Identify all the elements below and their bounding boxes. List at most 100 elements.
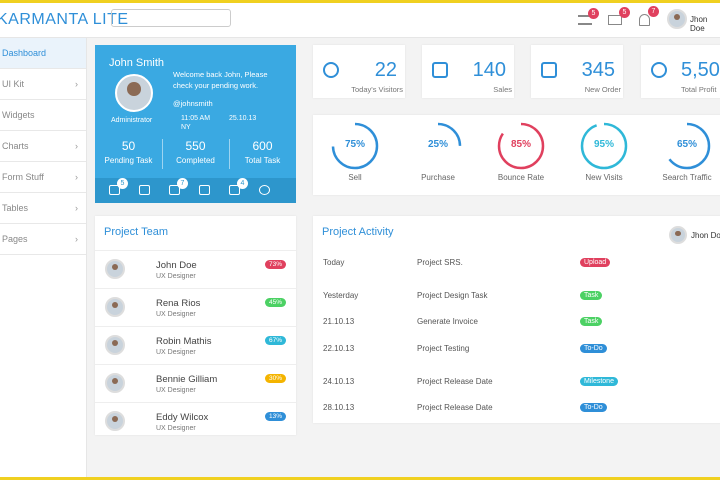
top-bar: KARMANTA LITE 5 5 7 Jhon Doe xyxy=(0,3,720,38)
badge: 7 xyxy=(648,6,659,17)
member-badge: 13% xyxy=(264,412,286,421)
activity-date: 22.10.13 xyxy=(323,344,355,353)
stat-label: New Order xyxy=(584,85,621,94)
activity-date: 24.10.13 xyxy=(323,377,355,386)
activity-tag: Milestone xyxy=(580,377,618,386)
gauge xyxy=(663,122,711,170)
logo[interactable]: KARMANTA LITE xyxy=(0,11,129,28)
badge: 5 xyxy=(117,178,128,189)
date: 25.10.13 xyxy=(229,115,257,122)
activity-card: Project Activity Jhon Doe Today Project S… xyxy=(313,216,720,423)
sidebar: Dashboard UI Kit › Widgets Charts › Form Stuff… xyxy=(0,38,87,477)
gauge-name: New Visits xyxy=(585,173,623,182)
gauge-arc xyxy=(497,122,545,170)
sidebar-item[interactable]: Tables › xyxy=(0,193,86,224)
activity-project: Project Release Date xyxy=(417,377,493,386)
avatar xyxy=(669,226,687,244)
stat-value: 550 xyxy=(185,139,206,153)
icon[interactable] xyxy=(199,185,210,195)
gauge-label: 25% xyxy=(427,139,448,150)
icon[interactable] xyxy=(139,185,150,195)
stat-value: 5,500 xyxy=(681,59,720,81)
team-member: Eddy Wilcox UX Designer 13% xyxy=(95,402,296,440)
stat-card: 140 Sales xyxy=(422,45,514,98)
avatar xyxy=(105,297,125,317)
gauge-label: 85% xyxy=(510,139,531,150)
mail-icon[interactable]: 5 xyxy=(608,7,630,25)
activity-date: Today xyxy=(323,258,345,267)
profile-role: Administrator xyxy=(111,117,153,124)
avatar xyxy=(105,411,125,431)
member-role: UX Designer xyxy=(156,425,196,432)
activity-row: 24.10.13 Project Release Date Milestone xyxy=(313,377,720,397)
activity-date: Yesterday xyxy=(323,291,359,300)
activity-date: 28.10.13 xyxy=(323,403,355,412)
profile-name: John Smith xyxy=(109,57,165,69)
icon[interactable]: 5 xyxy=(109,178,128,195)
team-member: Rena Rios UX Designer 45% xyxy=(95,288,296,326)
activity-tag: To-Do xyxy=(580,344,607,353)
avatar xyxy=(105,335,125,355)
gauge-name: Purchase xyxy=(421,173,455,182)
gauge-name: Search Traffic xyxy=(662,173,712,182)
member-role: UX Designer xyxy=(156,273,196,280)
gauge-label: 75% xyxy=(344,139,365,150)
sidebar-item[interactable]: Widgets xyxy=(0,100,86,131)
avatar xyxy=(105,373,125,393)
activity-project: Project Design Task xyxy=(417,291,488,300)
bell-icon[interactable]: 7 xyxy=(639,6,659,26)
gauge-name: Bounce Rate xyxy=(497,173,545,182)
member-role: UX Designer xyxy=(156,311,196,318)
activity-row: Yesterday Project Design Task Task xyxy=(313,291,720,311)
icon[interactable]: 4 xyxy=(229,178,248,195)
menu-icon[interactable]: 5 xyxy=(578,8,599,25)
gauge xyxy=(414,122,462,170)
gauge-arc xyxy=(580,122,628,170)
location: NY xyxy=(181,124,191,131)
gauge xyxy=(497,122,545,170)
stat-value: 600 xyxy=(252,139,273,153)
member-name: Rena Rios xyxy=(156,298,201,309)
sidebar-item[interactable]: Charts › xyxy=(0,131,86,162)
stat-icon xyxy=(541,62,557,78)
activity-tag: Task xyxy=(580,291,603,300)
activity-project: Project SRS. xyxy=(417,258,463,267)
stat-icon xyxy=(323,62,339,78)
badge: 4 xyxy=(237,178,248,189)
sidebar-item[interactable]: Pages › xyxy=(0,224,86,255)
sidebar-item[interactable]: Form Stuff › xyxy=(0,162,86,193)
member-name: Robin Mathis xyxy=(156,336,212,347)
activity-tag: Upload xyxy=(580,258,611,267)
activity-user: Jhon Doe xyxy=(691,231,720,240)
icon[interactable] xyxy=(259,185,270,195)
member-badge: 45% xyxy=(264,298,286,307)
gauge-arc xyxy=(331,122,379,170)
member-name: Eddy Wilcox xyxy=(156,412,209,423)
activity-row: 22.10.13 Project Testing To-Do xyxy=(313,344,720,364)
stat-card: 5,500 Total Profit xyxy=(641,45,720,98)
member-badge: 73% xyxy=(264,260,286,269)
member-badge: 67% xyxy=(264,336,286,345)
user-avatar[interactable] xyxy=(667,9,687,29)
search-box[interactable] xyxy=(111,9,231,27)
user-name[interactable]: Jhon Doe xyxy=(690,15,708,33)
stat-value: 22 xyxy=(374,59,397,81)
activity-project: Project Release Date xyxy=(417,403,493,412)
sidebar-item[interactable]: Dashboard xyxy=(0,38,86,69)
gauge-label: 95% xyxy=(593,139,614,150)
arrow: › xyxy=(75,203,78,213)
welcome-text: Welcome back John, Please check your pen… xyxy=(173,70,268,90)
activity-row: 28.10.13 Project Release Date To-Do xyxy=(313,403,720,423)
activity-project: Project Testing xyxy=(417,344,470,353)
profile-card: John Smith Administrator Welcome back Jo… xyxy=(95,45,296,203)
avatar xyxy=(105,259,125,279)
sidebar-item[interactable]: UI Kit › xyxy=(0,69,86,100)
member-role: UX Designer xyxy=(156,387,196,394)
badge: 5 xyxy=(588,8,599,19)
activity-title: Project Activity xyxy=(322,226,394,238)
icon[interactable]: 7 xyxy=(169,178,188,195)
divider xyxy=(229,139,230,169)
arrow: › xyxy=(75,234,78,244)
activity-tag: To-Do xyxy=(580,403,607,412)
